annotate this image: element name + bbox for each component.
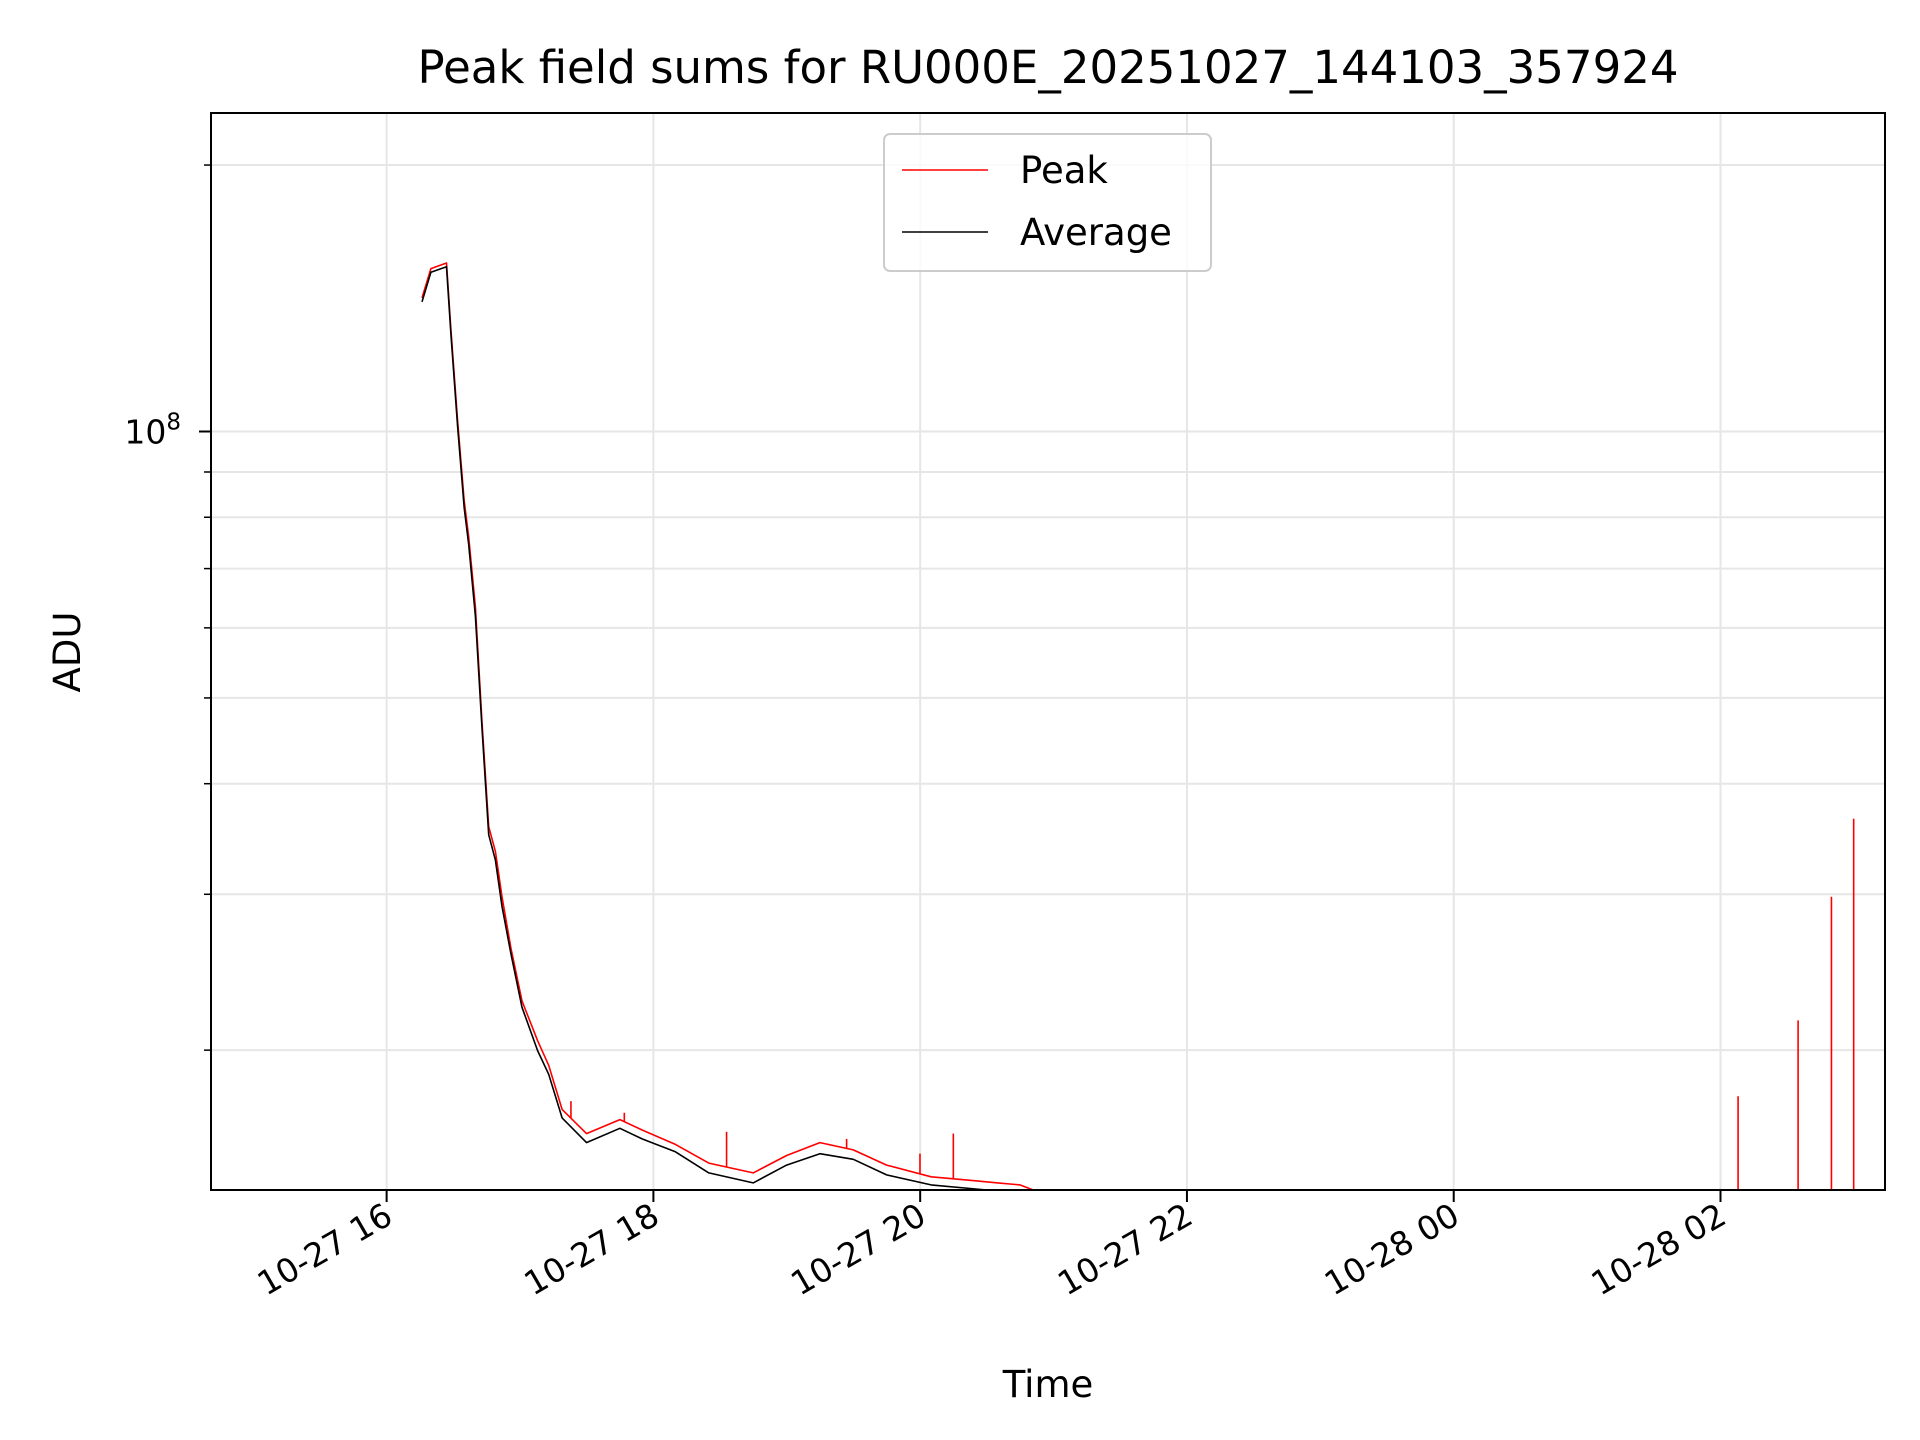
series-line-peak bbox=[421, 262, 1036, 1190]
legend: Peak Average bbox=[883, 133, 1212, 272]
series-line-average bbox=[421, 265, 996, 1190]
x-axis-label: Time bbox=[1002, 1363, 1094, 1406]
legend-box bbox=[883, 133, 1212, 272]
y-tick-label: 108 bbox=[124, 409, 181, 451]
plot-area bbox=[421, 262, 1855, 1190]
axes-frame bbox=[210, 112, 1886, 1191]
legend-label-average: Average bbox=[1020, 211, 1172, 254]
legend-label-peak: Peak bbox=[1020, 149, 1108, 192]
chart-title: Peak field sums for RU000E_20251027_1441… bbox=[418, 41, 1679, 94]
series-layer bbox=[421, 262, 1855, 1190]
y-axis-label: ADU bbox=[46, 612, 89, 693]
